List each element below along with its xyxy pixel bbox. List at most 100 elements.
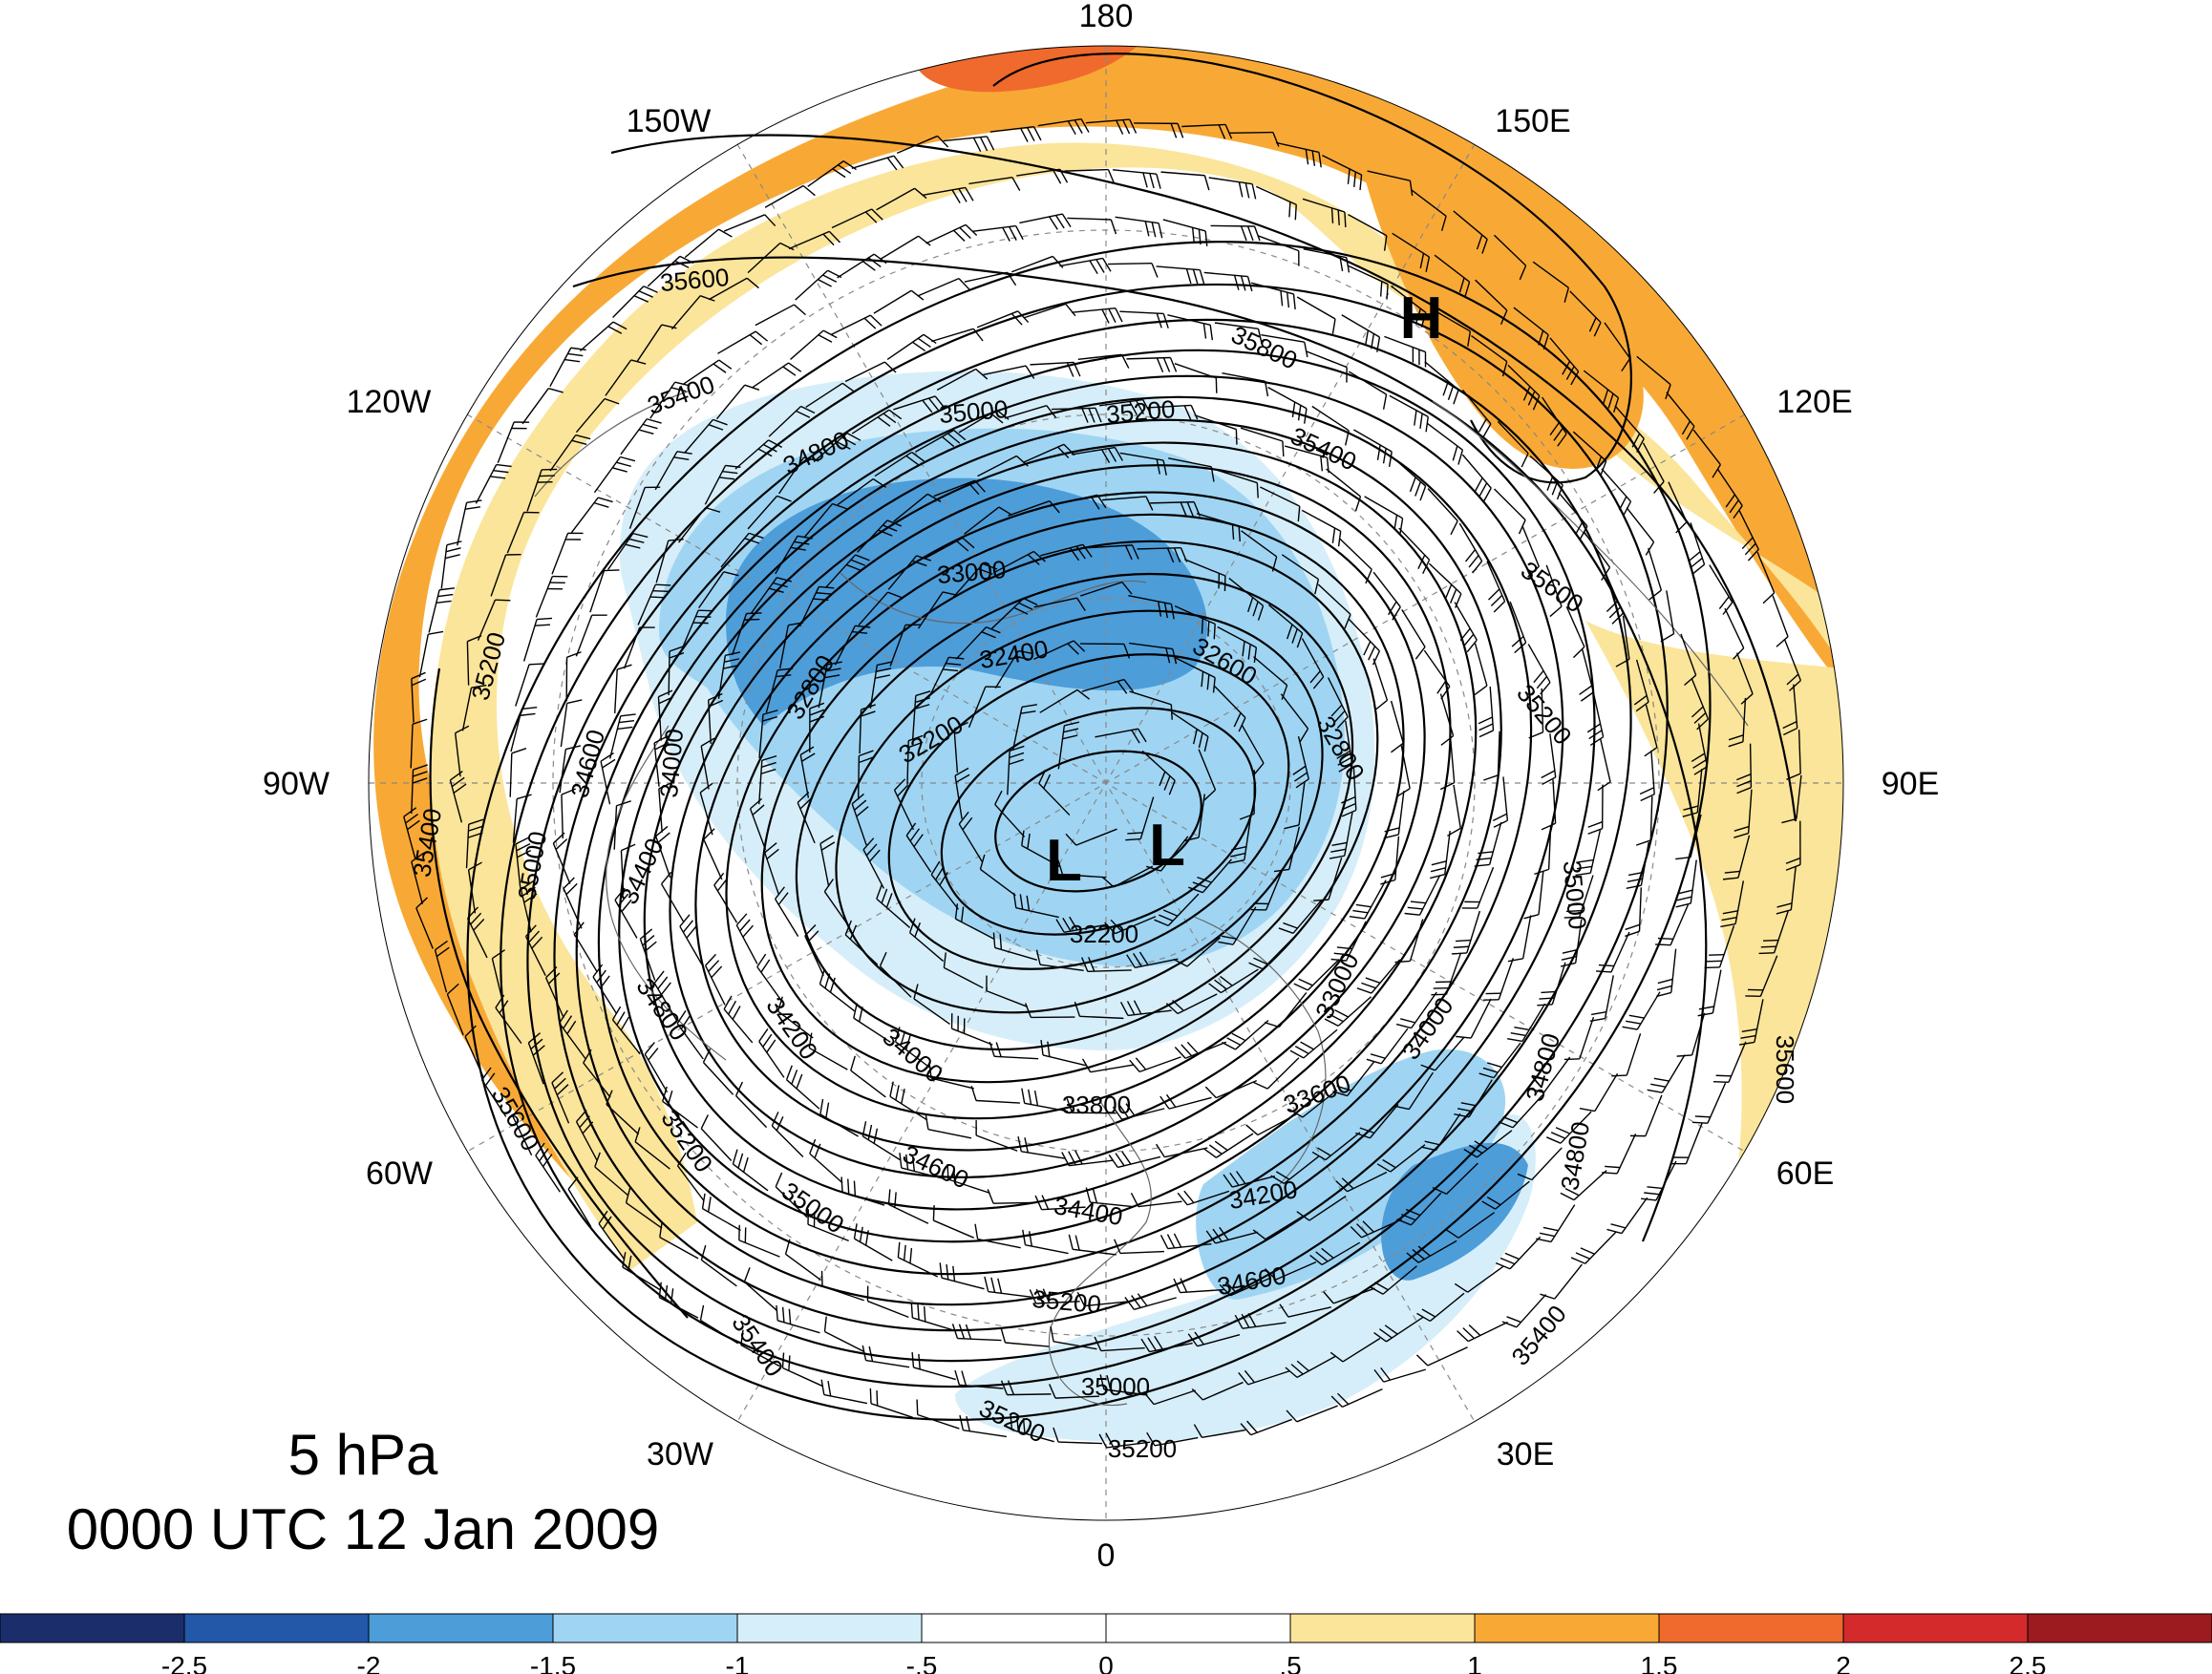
lon-label-150e: 150E (1495, 103, 1570, 139)
wind-barb (1341, 766, 1357, 817)
wind-barb (410, 718, 428, 769)
colorbar-tick-label: -.5 (906, 1651, 938, 1674)
wind-barb (1022, 1229, 1069, 1255)
wind-barb (894, 1027, 931, 1070)
wind-barb (803, 502, 847, 539)
wind-barb (676, 1010, 704, 1060)
wind-barb (481, 1067, 507, 1117)
wind-barb (1278, 899, 1323, 934)
wind-barb (1579, 1072, 1619, 1112)
wind-barb (831, 208, 883, 229)
wind-barb (1175, 657, 1216, 693)
high-pressure-center: H (1400, 286, 1443, 351)
wind-barb (678, 506, 721, 543)
wind-barb (968, 686, 1001, 729)
wind-barb (1324, 996, 1372, 1027)
wind-barb (734, 439, 783, 470)
wind-barb (1372, 658, 1389, 710)
wind-barb (515, 663, 545, 707)
wind-barb (589, 569, 620, 613)
wind-barb (521, 388, 564, 425)
wind-barb (775, 1172, 808, 1218)
wind-barb (1572, 431, 1607, 477)
wind-barb (1420, 1112, 1461, 1152)
wind-barb (700, 1244, 737, 1287)
wind-barb (765, 667, 794, 713)
wind-barb (939, 1262, 985, 1290)
wind-barb (1348, 371, 1388, 410)
wind-barb (1193, 1424, 1245, 1439)
wind-barb (1439, 693, 1455, 746)
wind-barb (1218, 906, 1257, 945)
wind-barb (1038, 769, 1071, 816)
wind-barb (851, 409, 903, 434)
wind-barb (869, 1388, 913, 1419)
wind-barb (535, 1142, 561, 1193)
wind-barb (1376, 1144, 1426, 1173)
wind-barb (606, 1090, 640, 1135)
wind-barb (1776, 866, 1797, 915)
wind-barb (857, 519, 903, 553)
wind-barb (1119, 310, 1169, 328)
wind-barb (1011, 704, 1037, 751)
wind-barb (968, 176, 1021, 191)
wind-barb (570, 497, 613, 534)
wind-barb (446, 983, 464, 1036)
wind-barb (1281, 554, 1320, 595)
colorbar-swatch (736, 1613, 923, 1643)
wind-barb (1245, 1113, 1297, 1136)
wind-barb (1068, 1234, 1117, 1256)
wind-barb (964, 506, 1012, 535)
wind-barb (1364, 496, 1404, 534)
wind-barb (1733, 789, 1753, 838)
wind-barb (1430, 830, 1451, 879)
wind-barb (910, 1302, 955, 1331)
wind-barb (1648, 547, 1663, 601)
wind-barb (1065, 828, 1117, 846)
wind-barb (1330, 921, 1367, 962)
wind-barb (511, 1104, 533, 1156)
wind-barb (1445, 1212, 1495, 1239)
wind-barb (700, 1114, 733, 1161)
wind-barb (544, 966, 564, 1019)
wind-barb (1604, 322, 1631, 372)
wind-barb (924, 537, 975, 560)
wind-barb (1173, 937, 1222, 967)
wind-barb (723, 995, 754, 1044)
wind-barb (928, 1063, 974, 1090)
wind-barb (1486, 561, 1506, 613)
wind-barb (708, 692, 724, 744)
wind-barb (943, 136, 995, 152)
wind-barb (1301, 638, 1325, 689)
wind-barb (1061, 1150, 1113, 1167)
wind-barb (613, 800, 631, 850)
wind-barb (1194, 414, 1238, 445)
wind-barb (1292, 735, 1309, 789)
wind-barb (1463, 1130, 1513, 1158)
wind-barb (1392, 456, 1427, 501)
map-border (368, 45, 1844, 1521)
low-pressure-center: L (1046, 828, 1082, 894)
wind-barb (905, 822, 932, 873)
wind-barb (950, 1013, 993, 1046)
wind-barb (723, 214, 776, 232)
wind-barb (1330, 1388, 1383, 1409)
wind-barb (830, 314, 883, 336)
wind-barb (657, 689, 673, 741)
wind-barb (994, 550, 1046, 573)
wind-barb (1030, 361, 1081, 377)
wind-barb (1081, 1058, 1135, 1073)
wind-barb (634, 1127, 670, 1170)
wind-barb (743, 1267, 778, 1312)
wind-barb (1736, 743, 1753, 795)
lon-label-60e: 60E (1776, 1155, 1835, 1192)
wind-barb (1081, 678, 1135, 694)
wind-barb (1439, 738, 1456, 791)
wind-barb (491, 949, 505, 1002)
wind-barb (647, 255, 694, 287)
wind-barb (1451, 910, 1481, 955)
wind-barb (1017, 1136, 1065, 1159)
wind-barb (764, 842, 779, 895)
wind-barb (1782, 684, 1798, 736)
wind-barb (982, 365, 1035, 379)
